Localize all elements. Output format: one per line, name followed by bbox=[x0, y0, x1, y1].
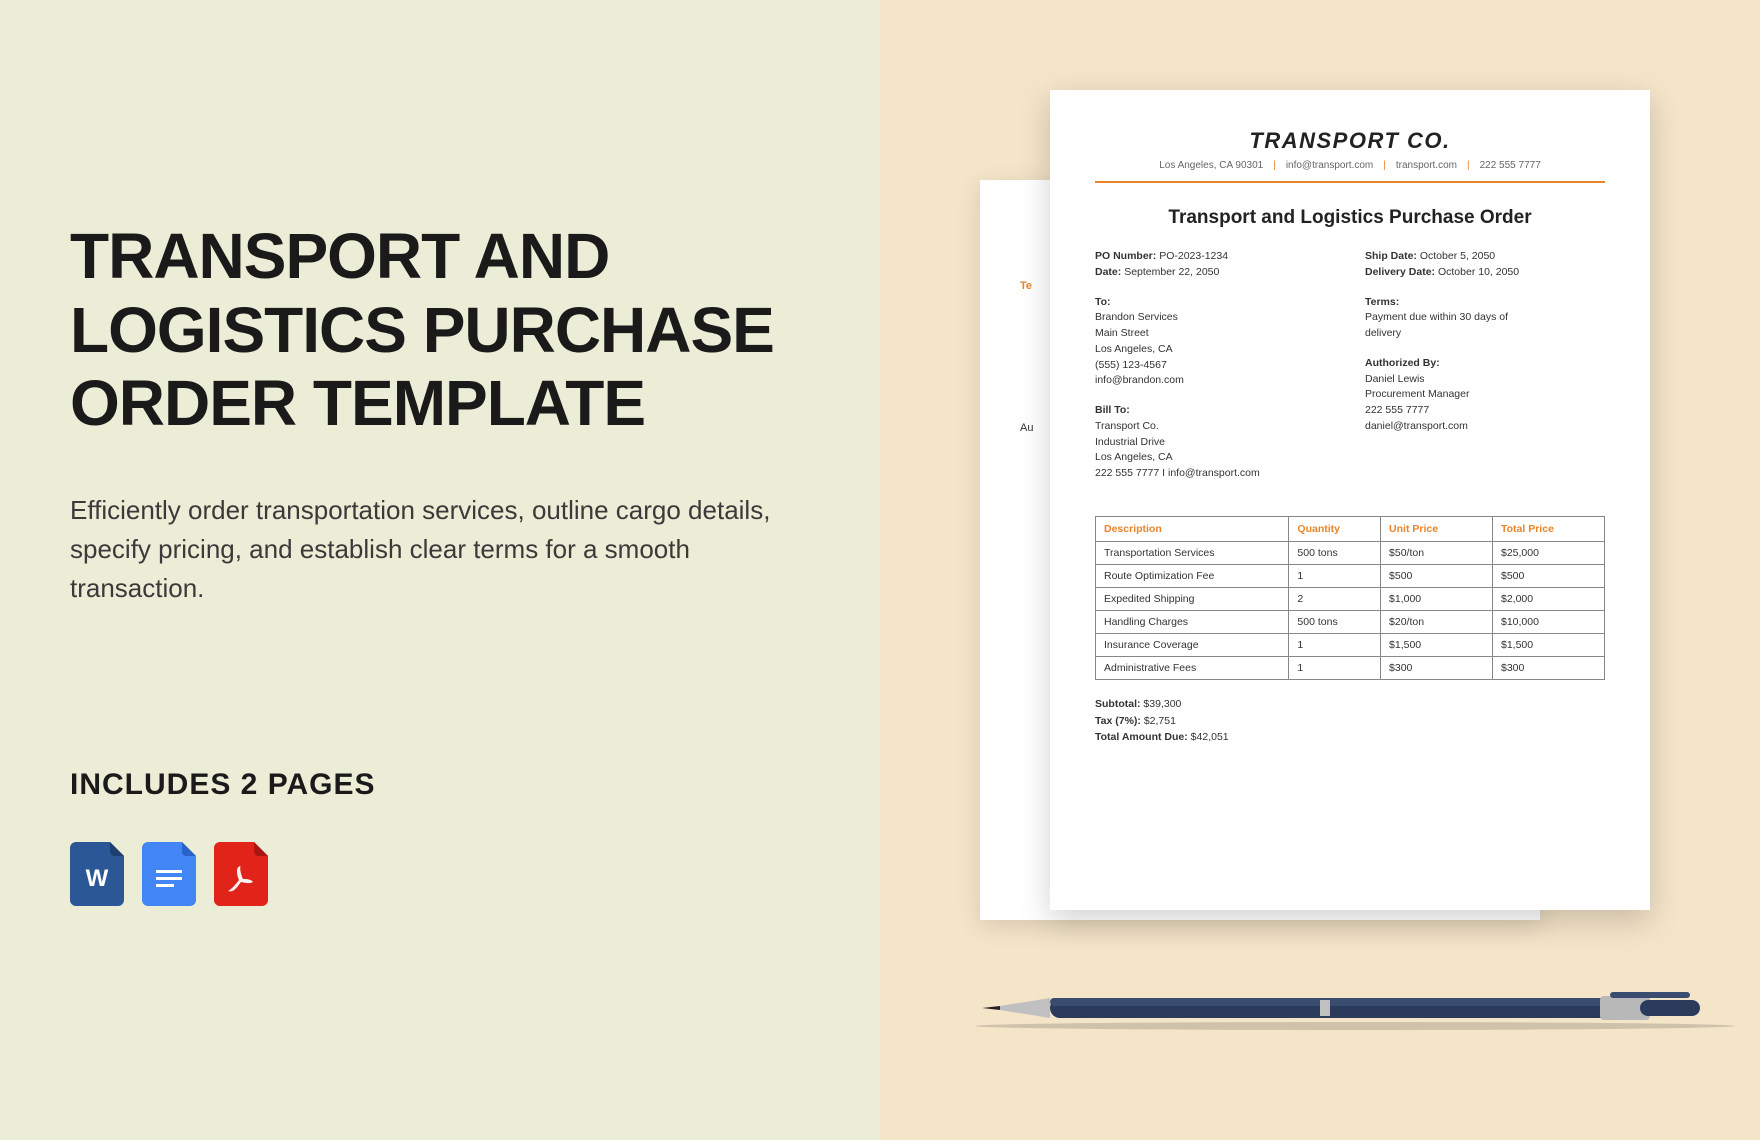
to-line: (555) 123-4567 bbox=[1095, 358, 1335, 374]
company-name: TRANSPORT CO. bbox=[1095, 128, 1605, 154]
pdf-icon bbox=[214, 842, 268, 906]
info-grid: PO Number: PO-2023-1234 Date: September … bbox=[1095, 249, 1605, 496]
table-header: Unit Price bbox=[1381, 516, 1493, 541]
table-cell: $1,500 bbox=[1381, 633, 1493, 656]
delivery-date: October 10, 2050 bbox=[1438, 266, 1519, 278]
header-phone: 222 555 7777 bbox=[1480, 160, 1541, 171]
back-label-2: Au bbox=[1020, 422, 1033, 434]
terms-label: Terms: bbox=[1365, 296, 1399, 308]
authorized-line: Procurement Manager bbox=[1365, 387, 1605, 403]
date-label: Date: bbox=[1095, 266, 1121, 278]
company-header-info: Los Angeles, CA 90301|info@transport.com… bbox=[1095, 160, 1605, 171]
pen-graphic bbox=[970, 990, 1740, 1030]
table-cell: Insurance Coverage bbox=[1096, 633, 1289, 656]
total-label: Total Amount Due: bbox=[1095, 731, 1188, 743]
table-cell: $25,000 bbox=[1493, 541, 1605, 564]
terms-line: Payment due within 30 days of bbox=[1365, 310, 1605, 326]
word-icon: W bbox=[70, 842, 124, 906]
table-cell: Transportation Services bbox=[1096, 541, 1289, 564]
ship-date-label: Ship Date: bbox=[1365, 250, 1417, 262]
purchase-order-table: DescriptionQuantityUnit PriceTotal Price… bbox=[1095, 516, 1605, 680]
header-website: transport.com bbox=[1396, 160, 1457, 171]
table-cell: $10,000 bbox=[1493, 610, 1605, 633]
header-divider bbox=[1095, 181, 1605, 183]
svg-text:W: W bbox=[86, 865, 109, 892]
table-header: Description bbox=[1096, 516, 1289, 541]
table-row: Handling Charges500 tons$20/ton$10,000 bbox=[1096, 610, 1605, 633]
bill-to-line: Transport Co. bbox=[1095, 419, 1335, 435]
subtotal-value: $39,300 bbox=[1143, 698, 1181, 710]
delivery-date-label: Delivery Date: bbox=[1365, 266, 1435, 278]
table-cell: Route Optimization Fee bbox=[1096, 564, 1289, 587]
to-line: Main Street bbox=[1095, 326, 1335, 342]
tax-label: Tax (7%): bbox=[1095, 715, 1141, 727]
left-panel: TRANSPORT AND LOGISTICS PURCHASE ORDER T… bbox=[0, 0, 880, 1140]
info-right-column: Ship Date: October 5, 2050 Delivery Date… bbox=[1365, 249, 1605, 496]
header-email: info@transport.com bbox=[1286, 160, 1373, 171]
bill-to-label: Bill To: bbox=[1095, 404, 1130, 416]
bill-to-line: Los Angeles, CA bbox=[1095, 450, 1335, 466]
table-row: Administrative Fees1$300$300 bbox=[1096, 656, 1605, 679]
bill-to-line: Industrial Drive bbox=[1095, 435, 1335, 451]
to-line: Brandon Services bbox=[1095, 310, 1335, 326]
table-cell: 500 tons bbox=[1289, 610, 1381, 633]
tax-value: $2,751 bbox=[1144, 715, 1176, 727]
totals-section: Subtotal: $39,300 Tax (7%): $2,751 Total… bbox=[1095, 696, 1605, 746]
authorized-line: Daniel Lewis bbox=[1365, 372, 1605, 388]
to-label: To: bbox=[1095, 296, 1111, 308]
to-line: info@brandon.com bbox=[1095, 373, 1335, 389]
table-cell: 2 bbox=[1289, 587, 1381, 610]
template-title: TRANSPORT AND LOGISTICS PURCHASE ORDER T… bbox=[70, 220, 810, 441]
table-header: Total Price bbox=[1493, 516, 1605, 541]
authorized-line: daniel@transport.com bbox=[1365, 419, 1605, 435]
table-cell: $1,500 bbox=[1493, 633, 1605, 656]
table-row: Insurance Coverage1$1,500$1,500 bbox=[1096, 633, 1605, 656]
table-cell: $1,000 bbox=[1381, 587, 1493, 610]
table-cell: 500 tons bbox=[1289, 541, 1381, 564]
docs-icon bbox=[142, 842, 196, 906]
right-panel: Te Au TRANSPORT CO. Los Angeles, CA 9030… bbox=[880, 0, 1760, 1140]
po-number-label: PO Number: bbox=[1095, 250, 1156, 262]
table-row: Route Optimization Fee1$500$500 bbox=[1096, 564, 1605, 587]
table-cell: Administrative Fees bbox=[1096, 656, 1289, 679]
table-cell: Expedited Shipping bbox=[1096, 587, 1289, 610]
table-cell: $300 bbox=[1381, 656, 1493, 679]
table-cell: $50/ton bbox=[1381, 541, 1493, 564]
authorized-line: 222 555 7777 bbox=[1365, 403, 1605, 419]
table-cell: $500 bbox=[1381, 564, 1493, 587]
table-cell: $20/ton bbox=[1381, 610, 1493, 633]
ship-date: October 5, 2050 bbox=[1420, 250, 1495, 262]
table-cell: 1 bbox=[1289, 633, 1381, 656]
terms-line: delivery bbox=[1365, 326, 1605, 342]
document-title: Transport and Logistics Purchase Order bbox=[1095, 207, 1605, 229]
back-label-1: Te bbox=[1020, 280, 1032, 292]
document-page-front: TRANSPORT CO. Los Angeles, CA 90301|info… bbox=[1050, 90, 1650, 910]
table-header: Quantity bbox=[1289, 516, 1381, 541]
table-cell: $300 bbox=[1493, 656, 1605, 679]
subtotal-label: Subtotal: bbox=[1095, 698, 1141, 710]
table-cell: Handling Charges bbox=[1096, 610, 1289, 633]
table-cell: $2,000 bbox=[1493, 587, 1605, 610]
includes-label: INCLUDES 2 PAGES bbox=[70, 768, 810, 802]
authorized-label: Authorized By: bbox=[1365, 357, 1440, 369]
table-cell: $500 bbox=[1493, 564, 1605, 587]
table-row: Transportation Services500 tons$50/ton$2… bbox=[1096, 541, 1605, 564]
table-cell: 1 bbox=[1289, 656, 1381, 679]
po-number: PO-2023-1234 bbox=[1159, 250, 1228, 262]
header-address: Los Angeles, CA 90301 bbox=[1159, 160, 1263, 171]
to-line: Los Angeles, CA bbox=[1095, 342, 1335, 358]
bill-to-line: 222 555 7777 I info@transport.com bbox=[1095, 466, 1335, 482]
file-format-icons: W bbox=[70, 842, 810, 906]
date-value: September 22, 2050 bbox=[1124, 266, 1219, 278]
table-cell: 1 bbox=[1289, 564, 1381, 587]
info-left-column: PO Number: PO-2023-1234 Date: September … bbox=[1095, 249, 1335, 496]
template-description: Efficiently order transportation service… bbox=[70, 491, 810, 608]
total-value: $42,051 bbox=[1191, 731, 1229, 743]
table-row: Expedited Shipping2$1,000$2,000 bbox=[1096, 587, 1605, 610]
